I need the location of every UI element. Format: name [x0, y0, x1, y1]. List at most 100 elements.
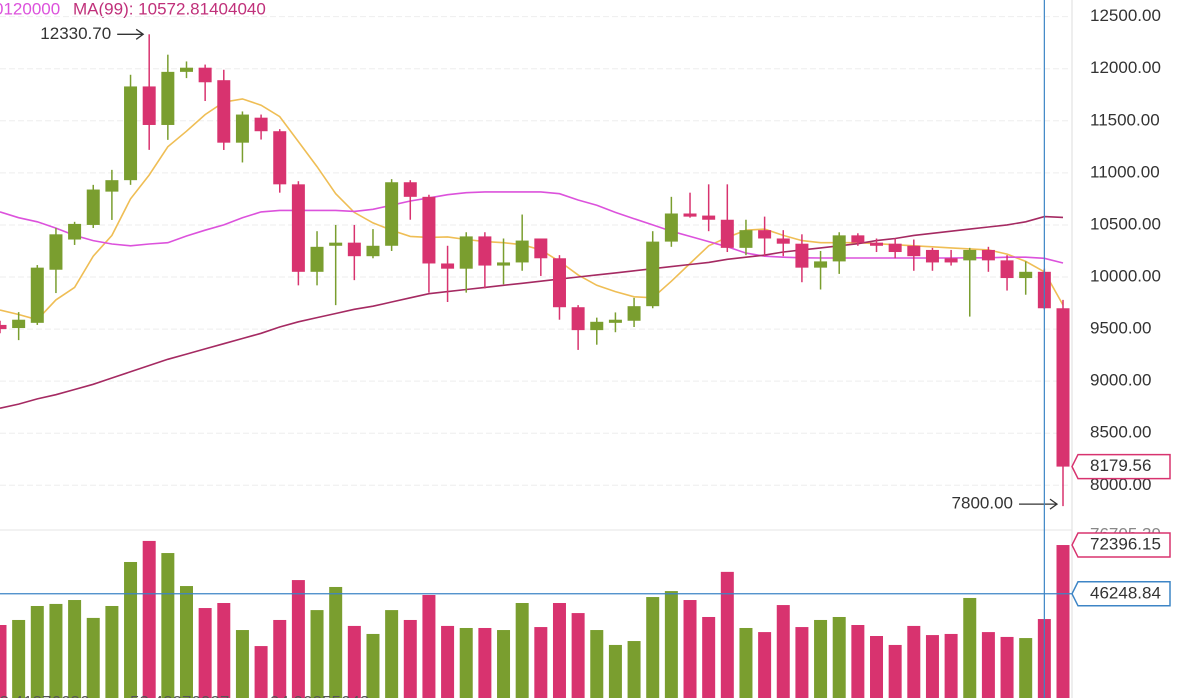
volume-ma-label: 48.41876686	[0, 692, 89, 698]
volume-bar	[571, 613, 585, 698]
volume-bar	[254, 646, 268, 698]
candle-body	[1000, 260, 1014, 279]
candle-body	[590, 321, 604, 331]
candle-body	[403, 182, 417, 197]
high-annotation: 12330.70	[40, 24, 111, 43]
volume-bar	[478, 627, 492, 698]
ma99-line	[0, 215, 1064, 409]
candle-body	[720, 219, 734, 248]
volume-bar	[776, 605, 790, 698]
volume-bar	[664, 591, 678, 698]
candle-body	[925, 249, 939, 263]
volume-bar	[12, 619, 26, 698]
volume-bar	[86, 617, 100, 698]
volume-bar	[105, 605, 119, 698]
ma7-line	[0, 98, 1064, 321]
candle-body	[179, 67, 193, 72]
volume-bar	[235, 630, 249, 698]
volume-bar	[981, 632, 995, 698]
candle-body	[664, 213, 678, 242]
candle-body	[441, 263, 455, 269]
volume-ma-label: 53.48270027	[130, 692, 229, 698]
y-tick-label: 10000.00	[1090, 267, 1161, 286]
volume-bar	[0, 625, 7, 698]
candle-body	[888, 243, 902, 253]
candle-body	[907, 245, 921, 257]
volume-bar	[758, 632, 772, 698]
y-tick-label: 9500.00	[1090, 319, 1151, 338]
y-tick-label: 9000.00	[1090, 371, 1151, 390]
candle-body	[627, 306, 641, 321]
candle-body	[870, 242, 884, 246]
candle-body	[776, 238, 790, 244]
volume-bar	[888, 644, 902, 698]
ma25-line	[0, 191, 1064, 264]
candle-body	[814, 261, 828, 268]
candle-body	[12, 319, 26, 329]
volume-bar	[310, 610, 324, 698]
candle-body	[347, 242, 361, 257]
volume-bar	[814, 619, 828, 698]
candle-body	[832, 235, 846, 262]
volume-ma-label: 94.90855643	[270, 692, 369, 698]
volume-bar	[1056, 545, 1070, 698]
candle-body	[366, 245, 380, 257]
y-tick-label: 10500.00	[1090, 214, 1161, 233]
candle-body	[608, 319, 622, 323]
candle-body	[739, 230, 753, 248]
volume-bar	[385, 610, 399, 698]
candle-body	[683, 213, 697, 217]
volume-bar	[552, 603, 566, 698]
volume-bar	[497, 630, 511, 698]
volume-bar	[963, 597, 977, 698]
volume-bar	[739, 627, 753, 698]
volume-bar	[702, 616, 716, 698]
volume-bar	[944, 633, 958, 698]
volume-bar	[590, 630, 604, 698]
last-volume-label-box	[1071, 532, 1171, 558]
volume-bar	[217, 603, 231, 698]
volume-bar	[851, 625, 865, 698]
volume-bar	[608, 644, 622, 698]
volume-bar	[1000, 636, 1014, 698]
candle-body	[422, 196, 436, 264]
volume-bar	[347, 625, 361, 698]
volume-bar	[627, 641, 641, 698]
volume-bar	[422, 594, 436, 698]
crosshair-label: 46248.84	[1090, 583, 1161, 602]
volume-bar	[720, 571, 734, 698]
volume-bar	[459, 627, 473, 698]
candle-body	[534, 238, 548, 259]
candle-body	[310, 246, 324, 272]
volume-bar	[870, 636, 884, 698]
candle-body	[142, 86, 156, 125]
volume-bar	[291, 580, 305, 698]
candle-body	[552, 258, 566, 308]
candle-body	[1056, 308, 1070, 467]
volume-bar	[832, 616, 846, 698]
volume-bar	[329, 586, 343, 698]
candle-body	[571, 307, 585, 331]
candle-body	[646, 241, 660, 307]
candle-body	[254, 117, 268, 132]
candle-body	[702, 215, 716, 220]
volume-bar	[198, 608, 212, 698]
arrow	[117, 28, 145, 40]
volume-bar	[68, 600, 82, 698]
candle-body	[459, 236, 473, 269]
low-annotation: 7800.00	[952, 494, 1013, 513]
volume-bar	[683, 600, 697, 698]
volume-bar	[907, 625, 921, 698]
candle-body	[49, 234, 63, 270]
candle-body	[86, 189, 100, 225]
y-tick-label: 11500.00	[1090, 110, 1160, 129]
volume-bar	[124, 561, 138, 698]
header-legend: MA(99): 10572.81404040	[73, 0, 266, 18]
y-tick-label: 8000.00	[1090, 475, 1151, 494]
candle-body	[758, 230, 772, 239]
volume-bar	[534, 627, 548, 698]
header-legend: 0120000	[0, 0, 60, 18]
candle-body	[795, 243, 809, 268]
y-tick-label: 11000.00	[1090, 162, 1160, 181]
candle-body	[851, 235, 865, 243]
